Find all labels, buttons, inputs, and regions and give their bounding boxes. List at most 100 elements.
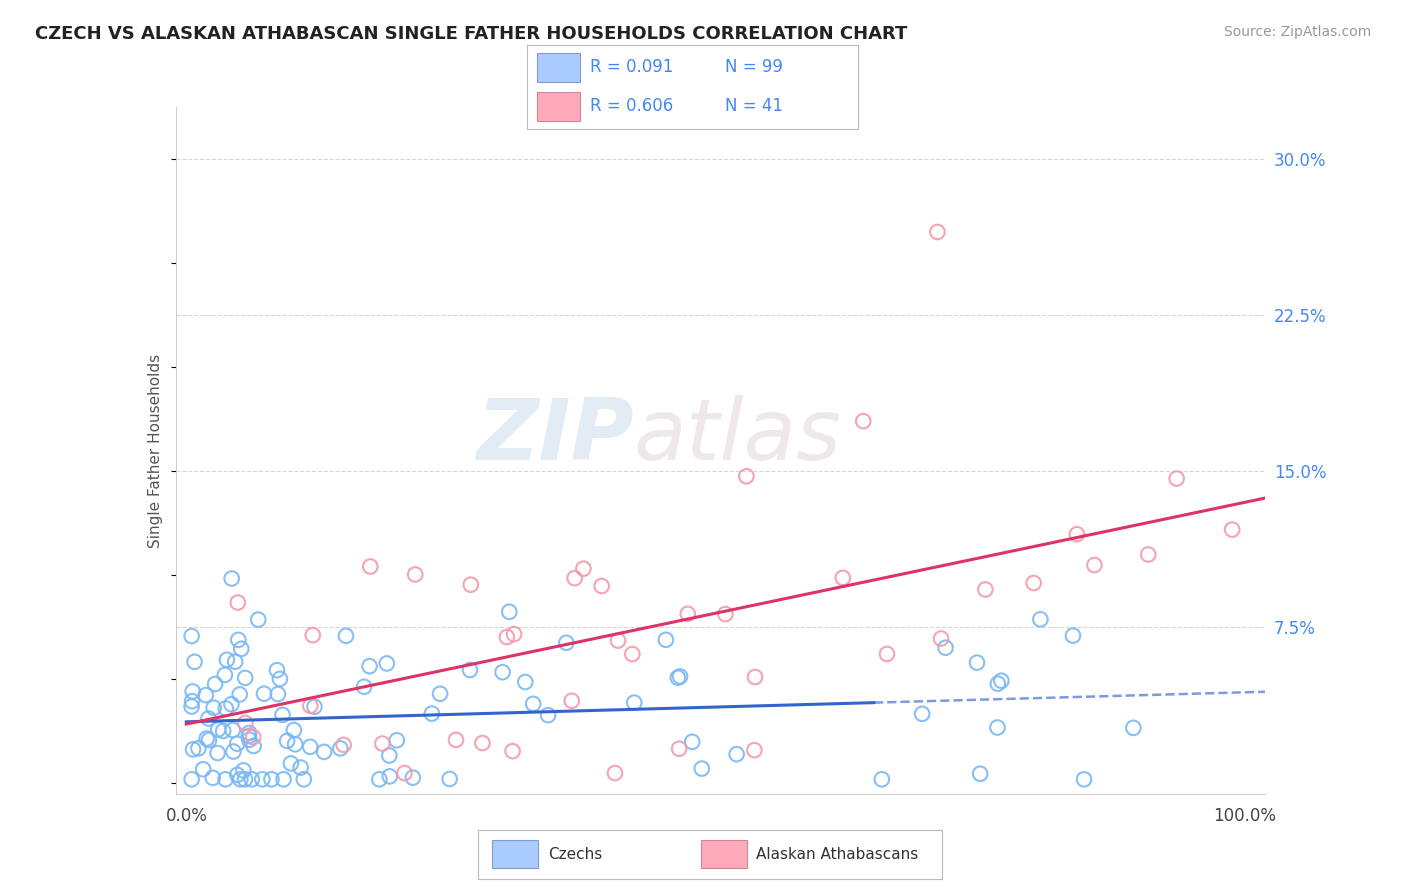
Point <box>439 772 461 786</box>
Text: R = 0.091: R = 0.091 <box>591 59 673 77</box>
Point <box>375 657 398 671</box>
Point <box>498 605 520 619</box>
Point <box>1166 471 1188 485</box>
Point <box>852 414 875 428</box>
Point <box>1066 527 1088 541</box>
Point <box>292 772 315 787</box>
Point <box>183 655 205 669</box>
Point <box>561 694 583 708</box>
Point <box>870 772 893 787</box>
Point <box>181 694 204 708</box>
Point <box>283 723 305 737</box>
Point <box>725 747 748 761</box>
Point <box>329 741 352 756</box>
Text: CZECH VS ALASKAN ATHABASCAN SINGLE FATHER HOUSEHOLDS CORRELATION CHART: CZECH VS ALASKAN ATHABASCAN SINGLE FATHE… <box>35 25 907 43</box>
Point <box>404 567 426 582</box>
Point <box>471 736 494 750</box>
Point <box>304 699 326 714</box>
Point <box>385 733 408 747</box>
Point <box>1062 629 1084 643</box>
Point <box>655 632 678 647</box>
Point <box>207 723 229 737</box>
Point <box>226 737 249 751</box>
Point <box>458 663 481 677</box>
Point <box>690 762 713 776</box>
Point <box>221 698 243 712</box>
Point <box>460 577 482 591</box>
Point <box>233 715 256 730</box>
Point <box>238 729 260 743</box>
Text: N = 99: N = 99 <box>725 59 783 77</box>
Point <box>522 697 544 711</box>
Point <box>233 772 256 787</box>
Point <box>233 671 256 685</box>
Point <box>935 640 957 655</box>
Point <box>572 561 595 575</box>
Point <box>240 772 263 787</box>
Point <box>668 741 690 756</box>
Point <box>1137 548 1160 562</box>
Point <box>564 571 586 585</box>
Point <box>215 653 238 667</box>
Point <box>986 721 1008 735</box>
Point <box>280 756 302 771</box>
Point <box>194 688 217 702</box>
Point <box>222 745 245 759</box>
Point <box>226 596 249 610</box>
Point <box>1220 523 1243 537</box>
Point <box>502 744 524 758</box>
Point <box>299 698 322 713</box>
Point <box>402 771 425 785</box>
Point <box>231 641 253 656</box>
Point <box>927 225 949 239</box>
Point <box>676 607 699 621</box>
Point <box>929 632 952 646</box>
Point <box>735 469 758 483</box>
Point <box>371 737 394 751</box>
Point <box>266 663 288 677</box>
Point <box>1083 558 1105 572</box>
Point <box>204 677 226 691</box>
Point <box>202 700 225 714</box>
Text: Czechs: Czechs <box>548 847 602 862</box>
Point <box>198 733 221 747</box>
Point <box>181 684 204 698</box>
Point <box>378 769 401 783</box>
Point <box>974 582 997 597</box>
Point <box>368 772 391 787</box>
Point <box>197 711 219 725</box>
Point <box>744 670 766 684</box>
Point <box>496 630 519 644</box>
Bar <box>700 840 747 868</box>
Point <box>253 687 276 701</box>
Point <box>623 696 645 710</box>
Point <box>359 559 381 574</box>
Point <box>232 764 254 778</box>
Point <box>201 771 224 785</box>
Point <box>180 629 202 643</box>
Point <box>284 737 307 751</box>
Text: ZIP: ZIP <box>475 395 633 478</box>
Point <box>238 732 260 747</box>
Point <box>555 636 578 650</box>
Point <box>181 742 204 756</box>
Point <box>290 761 312 775</box>
Point <box>252 772 274 787</box>
Point <box>238 726 260 740</box>
Point <box>224 655 246 669</box>
Bar <box>537 54 581 82</box>
Point <box>966 656 988 670</box>
Point <box>429 687 451 701</box>
Point <box>276 734 298 748</box>
Point <box>969 766 991 780</box>
Point <box>222 723 245 737</box>
Text: R = 0.606: R = 0.606 <box>591 97 673 115</box>
Text: atlas: atlas <box>633 395 841 478</box>
Point <box>180 699 202 714</box>
Point <box>228 688 250 702</box>
Point <box>420 706 443 721</box>
Point <box>267 687 290 701</box>
Point <box>207 746 229 760</box>
Point <box>332 738 354 752</box>
Point <box>591 579 613 593</box>
